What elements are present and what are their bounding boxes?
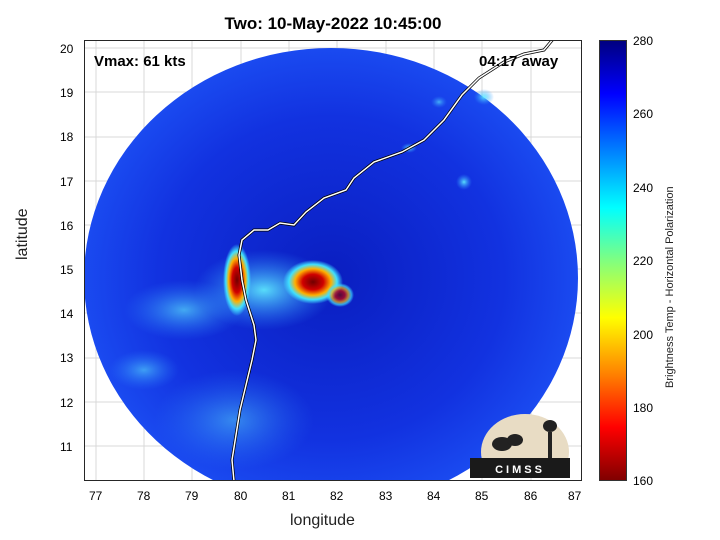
colorbar-tick: 220 xyxy=(633,254,654,268)
x-tick: 83 xyxy=(379,489,393,503)
cimss-logo-text: CIMSS xyxy=(495,464,545,476)
map-title: Two: 10-May-2022 10:45:00 xyxy=(224,14,442,33)
colorbar-tick: 280 xyxy=(633,34,654,48)
x-tick: 84 xyxy=(427,489,441,503)
cimss-logo: CIMSS xyxy=(470,412,570,490)
x-tick: 87 xyxy=(568,489,582,503)
x-tick: 85 xyxy=(475,489,489,503)
x-tick: 77 xyxy=(89,489,103,503)
y-tick: 18 xyxy=(60,130,74,144)
y-tick: 13 xyxy=(60,351,74,365)
y-axis-title: latitude xyxy=(14,208,31,260)
hot-spot-2 xyxy=(223,244,251,316)
colorbar-title: Brightness Temp - Horizontal Polarizatio… xyxy=(664,186,676,388)
y-tick: 20 xyxy=(60,42,74,56)
colorbar-tick: 160 xyxy=(633,474,654,488)
x-tick: 81 xyxy=(282,489,296,503)
y-tick: 14 xyxy=(60,307,74,321)
time-away-label: 04:17 away xyxy=(479,53,559,70)
y-tick: 17 xyxy=(60,175,74,189)
x-tick: 86 xyxy=(524,489,538,503)
colorbar-tick: 200 xyxy=(633,328,654,342)
x-axis-title: longitude xyxy=(290,512,355,529)
x-tick: 80 xyxy=(234,489,248,503)
y-tick: 15 xyxy=(60,263,74,277)
vmax-label: Vmax: 61 kts xyxy=(94,53,186,70)
y-tick: 16 xyxy=(60,219,74,233)
colorbar-tick: 240 xyxy=(633,181,654,195)
y-tick: 11 xyxy=(60,440,73,454)
y-tick: 12 xyxy=(60,396,74,410)
colorbar xyxy=(599,40,627,481)
colorbar-tick: 180 xyxy=(633,401,654,415)
y-tick: 19 xyxy=(60,86,74,100)
x-tick: 78 xyxy=(137,489,151,503)
colorbar-tick: 260 xyxy=(633,107,654,121)
x-tick: 82 xyxy=(330,489,344,503)
map-plot-area xyxy=(84,40,582,481)
x-tick: 79 xyxy=(185,489,199,503)
